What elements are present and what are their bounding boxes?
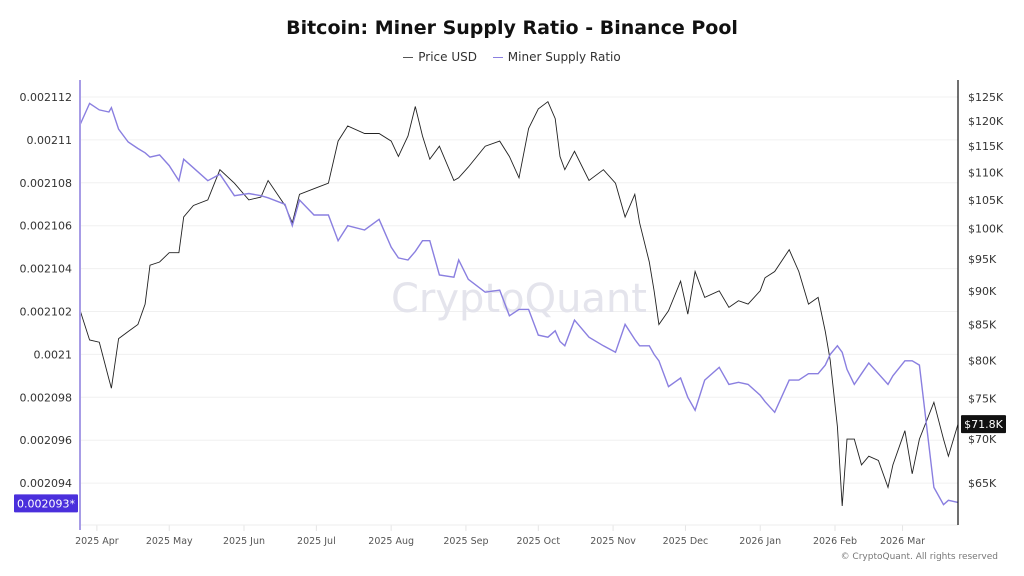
- left-current-badge: [14, 494, 78, 513]
- left-tick-label: 0.002098: [20, 391, 73, 404]
- x-tick-label: 2025 Dec: [663, 536, 709, 547]
- legend-item-price[interactable]: Price USD: [403, 50, 477, 64]
- right-tick-label: $110K: [968, 166, 1004, 179]
- x-tick-label: 2025 Jul: [297, 536, 336, 547]
- left-tick-label: 0.002102: [20, 306, 73, 319]
- legend-label-ratio: Miner Supply Ratio: [507, 50, 621, 64]
- left-tick-label: 0.002096: [20, 434, 73, 447]
- series-line-ratio: [79, 102, 959, 506]
- right-tick-label: $105K: [968, 194, 1004, 207]
- legend-swatch-ratio: [492, 57, 503, 58]
- left-tick-label: 0.002094: [20, 477, 73, 490]
- right-tick-label: $95K: [968, 253, 997, 266]
- right-tick-label: $75K: [968, 392, 997, 405]
- right-tick-label: $125K: [968, 91, 1004, 104]
- left-tick-label: 0.002112: [20, 91, 73, 104]
- x-tick-label: 2025 May: [146, 536, 193, 547]
- x-tick-label: 2025 Jun: [223, 536, 265, 547]
- x-tick-label: 2025 Nov: [590, 536, 636, 547]
- x-tick-label: 2026 Feb: [813, 536, 857, 547]
- left-current-label: 0.002093*: [17, 497, 75, 510]
- left-tick-label: 0.002108: [20, 177, 73, 190]
- right-current-label: $71.8K: [964, 418, 1003, 431]
- right-tick-label: $65K: [968, 477, 997, 490]
- left-tick-label: 0.0021: [34, 348, 73, 361]
- x-tick-label: 2025 Sep: [443, 536, 488, 547]
- legend-swatch-price: [403, 57, 414, 58]
- right-tick-label: $80K: [968, 354, 997, 367]
- x-tick-label: 2025 Apr: [75, 536, 119, 547]
- left-tick-label: 0.00211: [27, 134, 73, 147]
- right-tick-label: $90K: [968, 285, 997, 298]
- legend: Price USD Miner Supply Ratio: [0, 50, 1024, 64]
- legend-label-price: Price USD: [418, 50, 477, 64]
- watermark: CryptoQuant: [391, 276, 647, 322]
- series-line-price: [79, 100, 959, 507]
- right-tick-label: $70K: [968, 433, 997, 446]
- chart-title: Bitcoin: Miner Supply Ratio - Binance Po…: [286, 17, 738, 39]
- x-tick-label: 2025 Oct: [516, 536, 560, 547]
- right-tick-label: $115K: [968, 140, 1004, 153]
- x-tick-label: 2026 Jan: [739, 536, 781, 547]
- copyright-footer: © CryptoQuant. All rights reserved: [840, 552, 998, 562]
- right-tick-label: $85K: [968, 319, 997, 332]
- legend-item-ratio[interactable]: Miner Supply Ratio: [492, 50, 621, 64]
- left-tick-label: 0.002104: [20, 263, 73, 276]
- x-tick-label: 2026 Mar: [880, 536, 925, 547]
- left-tick-label: 0.002106: [20, 220, 73, 233]
- right-current-badge: [961, 415, 1006, 434]
- right-tick-label: $120K: [968, 115, 1004, 128]
- x-tick-label: 2025 Aug: [368, 536, 414, 547]
- right-tick-label: $100K: [968, 223, 1004, 236]
